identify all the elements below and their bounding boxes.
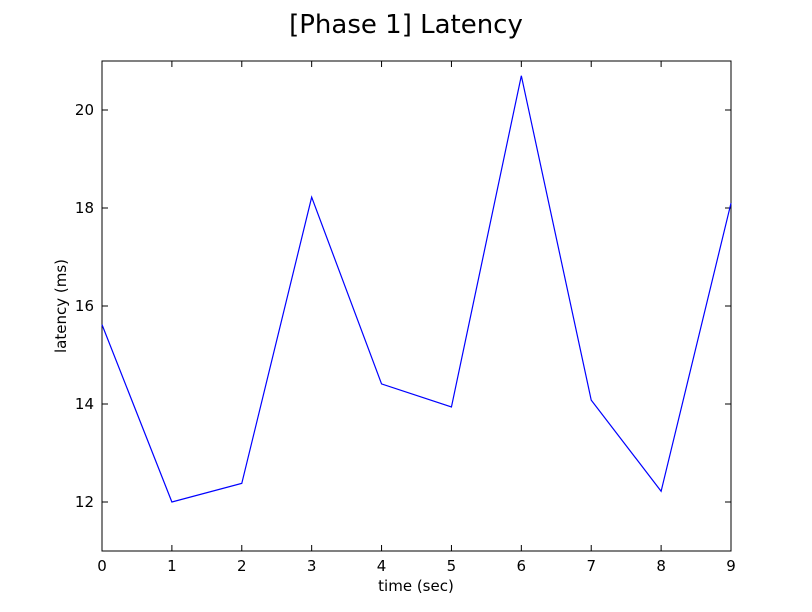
y-tick-label: 12: [75, 493, 94, 511]
x-tick-label: 9: [726, 557, 736, 575]
x-axis-ticks: 0 1 2 3 4 5 6 7 8 9: [97, 61, 736, 575]
y-tick-label: 14: [75, 395, 94, 413]
y-tick-label: 18: [75, 199, 94, 217]
x-tick-label: 6: [517, 557, 527, 575]
x-tick-label: 1: [167, 557, 177, 575]
chart-title: [Phase 1] Latency: [289, 10, 523, 40]
y-tick-label: 16: [75, 297, 94, 315]
x-tick-label: 3: [307, 557, 317, 575]
x-axis-label: time (sec): [378, 577, 454, 595]
x-tick-label: 4: [377, 557, 387, 575]
x-tick-label: 7: [586, 557, 596, 575]
x-tick-label: 2: [237, 557, 247, 575]
series-group: [101, 75, 732, 503]
series-line: [101, 75, 732, 503]
y-axis-label: latency (ms): [52, 259, 70, 353]
x-tick-label: 0: [97, 557, 107, 575]
y-axis-ticks: 12 14 16 18 20: [75, 101, 731, 511]
x-tick-label: 8: [656, 557, 666, 575]
y-tick-label: 20: [75, 101, 94, 119]
plot-frame: [101, 60, 732, 552]
x-tick-label: 5: [447, 557, 457, 575]
